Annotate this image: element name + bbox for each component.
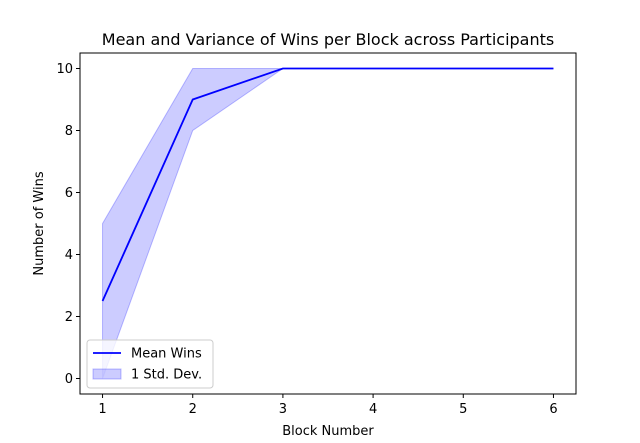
x-tick-label: 4 [369, 402, 377, 417]
y-tick-label: 4 [65, 248, 73, 263]
x-tick-label: 5 [459, 402, 467, 417]
y-tick-label: 8 [65, 124, 73, 139]
legend-label-mean-wins: Mean Wins [131, 347, 202, 362]
x-tick-label: 6 [549, 402, 557, 417]
legend-label-std-dev: 1 Std. Dev. [131, 368, 202, 383]
mean-wins-line [101, 67, 554, 302]
x-tick-label: 2 [189, 402, 197, 417]
y-tick-label: 2 [65, 310, 73, 325]
y-axis-label: Number of Wins [32, 171, 47, 275]
legend-swatch-std-dev [92, 368, 122, 380]
x-tick-label: 3 [279, 402, 287, 417]
x-axis-label: Block Number [282, 424, 374, 439]
plot-area [101, 67, 554, 379]
axis-ticks: 1 2 3 4 5 6 0 2 4 6 8 10 [56, 62, 557, 417]
legend-box [86, 339, 214, 389]
x-tick-label: 1 [98, 402, 106, 417]
chart-title: Mean and Variance of Wins per Block acro… [102, 30, 554, 49]
y-tick-label: 10 [56, 62, 73, 77]
y-tick-label: 6 [65, 186, 73, 201]
plot-frame [79, 52, 577, 395]
legend: Mean Wins 1 Std. Dev. [86, 339, 214, 389]
y-tick-label: 0 [65, 372, 73, 387]
